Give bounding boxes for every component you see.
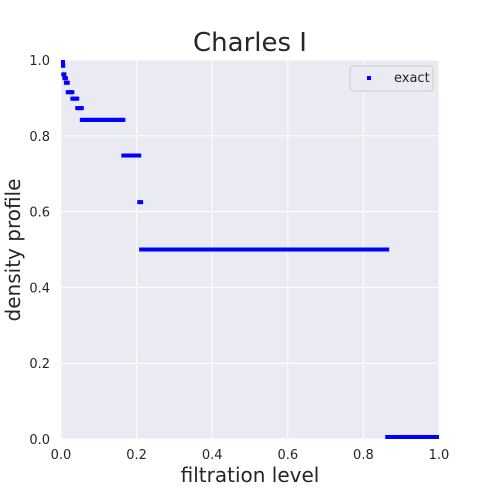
legend: exact	[349, 65, 434, 92]
data-point	[62, 72, 67, 77]
data-point	[61, 60, 65, 64]
x-tick-label: 0.4	[202, 448, 223, 463]
y-tick-label: 1.0	[29, 54, 50, 69]
x-tick-label: 0.0	[51, 448, 72, 463]
legend-label-exact: exact	[394, 71, 430, 86]
data-points	[61, 60, 439, 439]
y-tick-label: 0.6	[29, 206, 50, 221]
data-point	[121, 117, 126, 122]
x-axis-label: filtration level	[181, 463, 320, 487]
x-tick-label: 1.0	[429, 448, 450, 463]
x-tick-label: 0.8	[353, 448, 374, 463]
data-point	[435, 435, 439, 439]
data-point	[385, 247, 390, 252]
x-tick-label: 0.6	[277, 448, 298, 463]
y-tick-label: 0.4	[29, 281, 50, 296]
y-tick-label: 0.0	[29, 433, 50, 448]
y-tick-label: 0.2	[29, 357, 50, 372]
data-point	[137, 153, 142, 158]
data-point	[61, 63, 66, 68]
data-point	[70, 90, 75, 95]
legend-box	[349, 65, 434, 92]
legend-marker	[367, 76, 371, 80]
data-point	[65, 80, 70, 85]
data-point	[139, 200, 144, 205]
y-axis-label: density profile	[1, 179, 25, 322]
x-tick-label: 0.2	[126, 448, 147, 463]
data-point	[79, 106, 84, 111]
data-point	[75, 96, 80, 101]
y-tick-label: 0.8	[29, 130, 50, 145]
data-point	[63, 76, 68, 81]
y-tick-labels: 0.0 0.2 0.4 0.6 0.8 1.0	[29, 54, 50, 448]
chart-title: Charles I	[193, 28, 307, 58]
x-tick-labels: 0.0 0.2 0.4 0.6 0.8 1.0	[51, 448, 450, 463]
